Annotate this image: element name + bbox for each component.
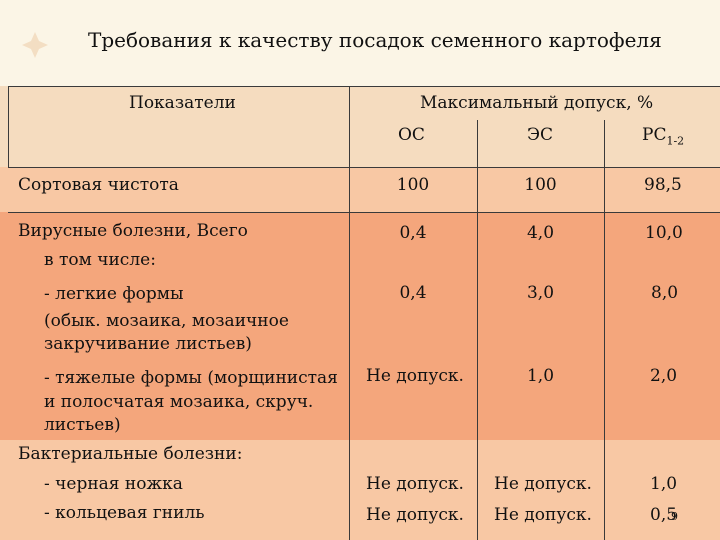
row-ringrot-os: Не допуск. (366, 505, 464, 525)
row-severe-line1: - тяжелые формы (морщинистая (44, 368, 338, 388)
page-title: Требования к качеству посадок семенного … (88, 28, 662, 52)
row-variety-os: 100 (396, 175, 430, 195)
header-bottom-border (8, 167, 720, 168)
row-mild-es: 3,0 (526, 283, 555, 303)
row-mild-line2: (обык. мозаика, мозаичное (44, 311, 289, 331)
row-viral-rs: 10,0 (645, 223, 683, 243)
row-severe-es: 1,0 (526, 366, 555, 386)
column-divider-2 (477, 120, 478, 540)
header-indicators: Показатели (129, 93, 236, 113)
row-viral-es: 4,0 (526, 223, 555, 243)
row-viral-label: Вирусные болезни, Всего (18, 221, 248, 241)
row-mild-rs: 8,0 (651, 283, 679, 303)
row-viral-band (0, 212, 720, 440)
row-variety-es: 100 (524, 175, 557, 195)
row-blackleg-label: - черная ножка (44, 474, 183, 494)
header-band (0, 86, 720, 167)
header-col-rs-subscript: 1-2 (666, 134, 685, 148)
header-col-rs: РС1-2 (642, 125, 684, 151)
row-mild-os: 0,4 (399, 283, 427, 303)
row-blackleg-os: Не допуск. (366, 474, 464, 494)
row-variety-label: Сортовая чистота (18, 175, 179, 195)
row-mild-line3: закручивание листьев) (44, 334, 252, 354)
header-col-rs-label: РС (642, 125, 667, 145)
row-ringrot-rs: 0,5 (650, 505, 678, 525)
row-ringrot-es: Не допуск. (494, 505, 592, 525)
row-severe-line2: и полосчатая мозаика, скруч. (44, 392, 314, 412)
row-variety-rs: 98,5 (644, 175, 682, 195)
corner-ornament-icon (22, 32, 48, 58)
row-severe-line3: листьев) (44, 415, 121, 435)
row-severe-os: Не допуск. (366, 366, 464, 386)
row-ringrot-label: - кольцевая гниль (44, 503, 205, 523)
page-number: 9 (671, 510, 678, 523)
row-viral-label-2: в том числе: (44, 250, 156, 270)
row-viral-os: 0,4 (399, 223, 427, 243)
column-divider-1 (349, 86, 350, 540)
header-col-os: ОС (398, 125, 425, 145)
row-blackleg-es: Не допуск. (494, 474, 592, 494)
row-blackleg-rs: 1,0 (650, 474, 678, 494)
table-top-border (8, 86, 720, 87)
header-col-es: ЭС (527, 125, 554, 145)
row-variety-band (0, 167, 720, 212)
row-variety-border (8, 212, 720, 213)
row-mild-line1: - легкие формы (44, 284, 184, 304)
table-left-border (8, 86, 9, 167)
row-severe-rs: 2,0 (650, 366, 678, 386)
header-max-tolerance: Максимальный допуск, % (420, 93, 654, 113)
column-divider-3 (604, 120, 605, 540)
row-bacterial-band (0, 440, 720, 540)
row-bacterial-label: Бактериальные болезни: (18, 444, 243, 464)
